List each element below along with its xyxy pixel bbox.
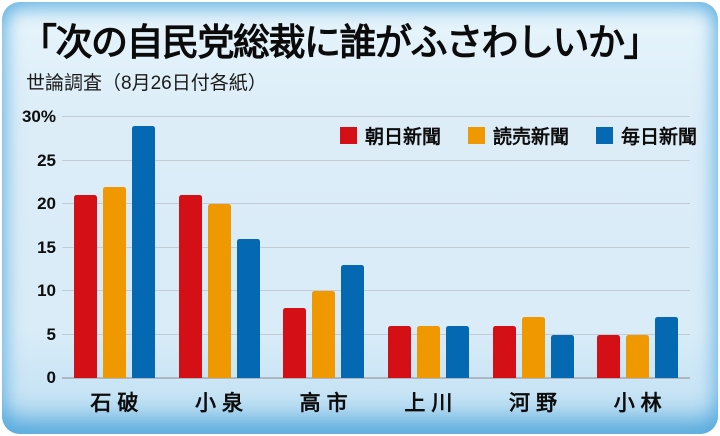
x-category-label: 小泉 [195, 392, 249, 415]
plot-area [62, 116, 690, 379]
bar-group-6 [585, 117, 690, 378]
y-axis-tick-label: 30% [21, 107, 56, 126]
legend-item-3: 毎日新聞 [595, 122, 697, 149]
bar-group-2 [167, 117, 272, 378]
y-axis-tick-label: 20 [37, 194, 56, 213]
bar-s2-c6 [626, 334, 650, 378]
bar-s1-c3 [283, 308, 307, 378]
x-category-label: 石破 [90, 392, 145, 415]
chart-legend: 朝日新聞 読売新聞 毎日新聞 [339, 122, 697, 149]
legend-label: 毎日新聞 [620, 127, 697, 148]
bar-groups [62, 117, 690, 378]
gridline [62, 246, 690, 248]
legend-swatch [467, 127, 485, 144]
bar-s3-c1 [131, 125, 155, 378]
bar-s1-c2 [178, 195, 202, 378]
bar-s1-c1 [73, 195, 97, 378]
bar-s1-c6 [597, 334, 621, 378]
y-axis-tick-label: 15 [37, 237, 56, 257]
bar-s2-c2 [207, 204, 231, 378]
bar-s3-c5 [550, 334, 574, 378]
gridline [62, 159, 690, 161]
y-axis-tick-label: 25 [37, 150, 56, 170]
y-axis-tick-label: 0 [46, 368, 56, 387]
bar-s1-c4 [387, 325, 411, 378]
legend-item-1: 朝日新聞 [339, 122, 441, 149]
x-axis-labels: 石破 小泉 高市 上川 河野 小林 [62, 387, 690, 417]
x-axis-baseline [62, 377, 690, 379]
gridline [62, 333, 690, 335]
bar-group-1 [62, 117, 167, 378]
bar-s2-c3 [312, 291, 336, 378]
bar-s2-c4 [416, 325, 440, 378]
bar-s3-c4 [445, 325, 469, 378]
bar-s3-c3 [341, 264, 365, 378]
y-axis-tick-label: 10 [37, 281, 56, 300]
legend-swatch [339, 127, 357, 144]
page-subtitle: 世論調査（8月26日付各紙） [26, 73, 267, 94]
x-category-label: 高市 [299, 392, 354, 415]
bar-s2-c5 [521, 317, 545, 378]
bar-group-3 [271, 117, 376, 378]
bar-s3-c2 [236, 238, 260, 378]
bar-s2-c1 [102, 186, 126, 378]
legend-label: 朝日新聞 [364, 127, 441, 148]
legend-label: 読売新聞 [492, 127, 569, 148]
bar-s1-c5 [492, 325, 516, 378]
gridline [62, 290, 690, 291]
y-axis-tick-label: 5 [46, 324, 56, 344]
page-title: 「次の自民党総裁に誰がふさわしいか」 [20, 22, 661, 63]
legend-item-2: 読売新聞 [467, 122, 569, 149]
legend-swatch [595, 127, 613, 144]
x-category-label: 河野 [509, 392, 564, 415]
gridline [62, 203, 690, 204]
gridline [62, 116, 690, 117]
bar-group-5 [481, 117, 586, 378]
bar-group-4 [376, 117, 481, 378]
bar-s3-c6 [655, 317, 679, 378]
x-category-label: 小林 [613, 392, 668, 415]
x-category-label: 上川 [404, 392, 459, 415]
